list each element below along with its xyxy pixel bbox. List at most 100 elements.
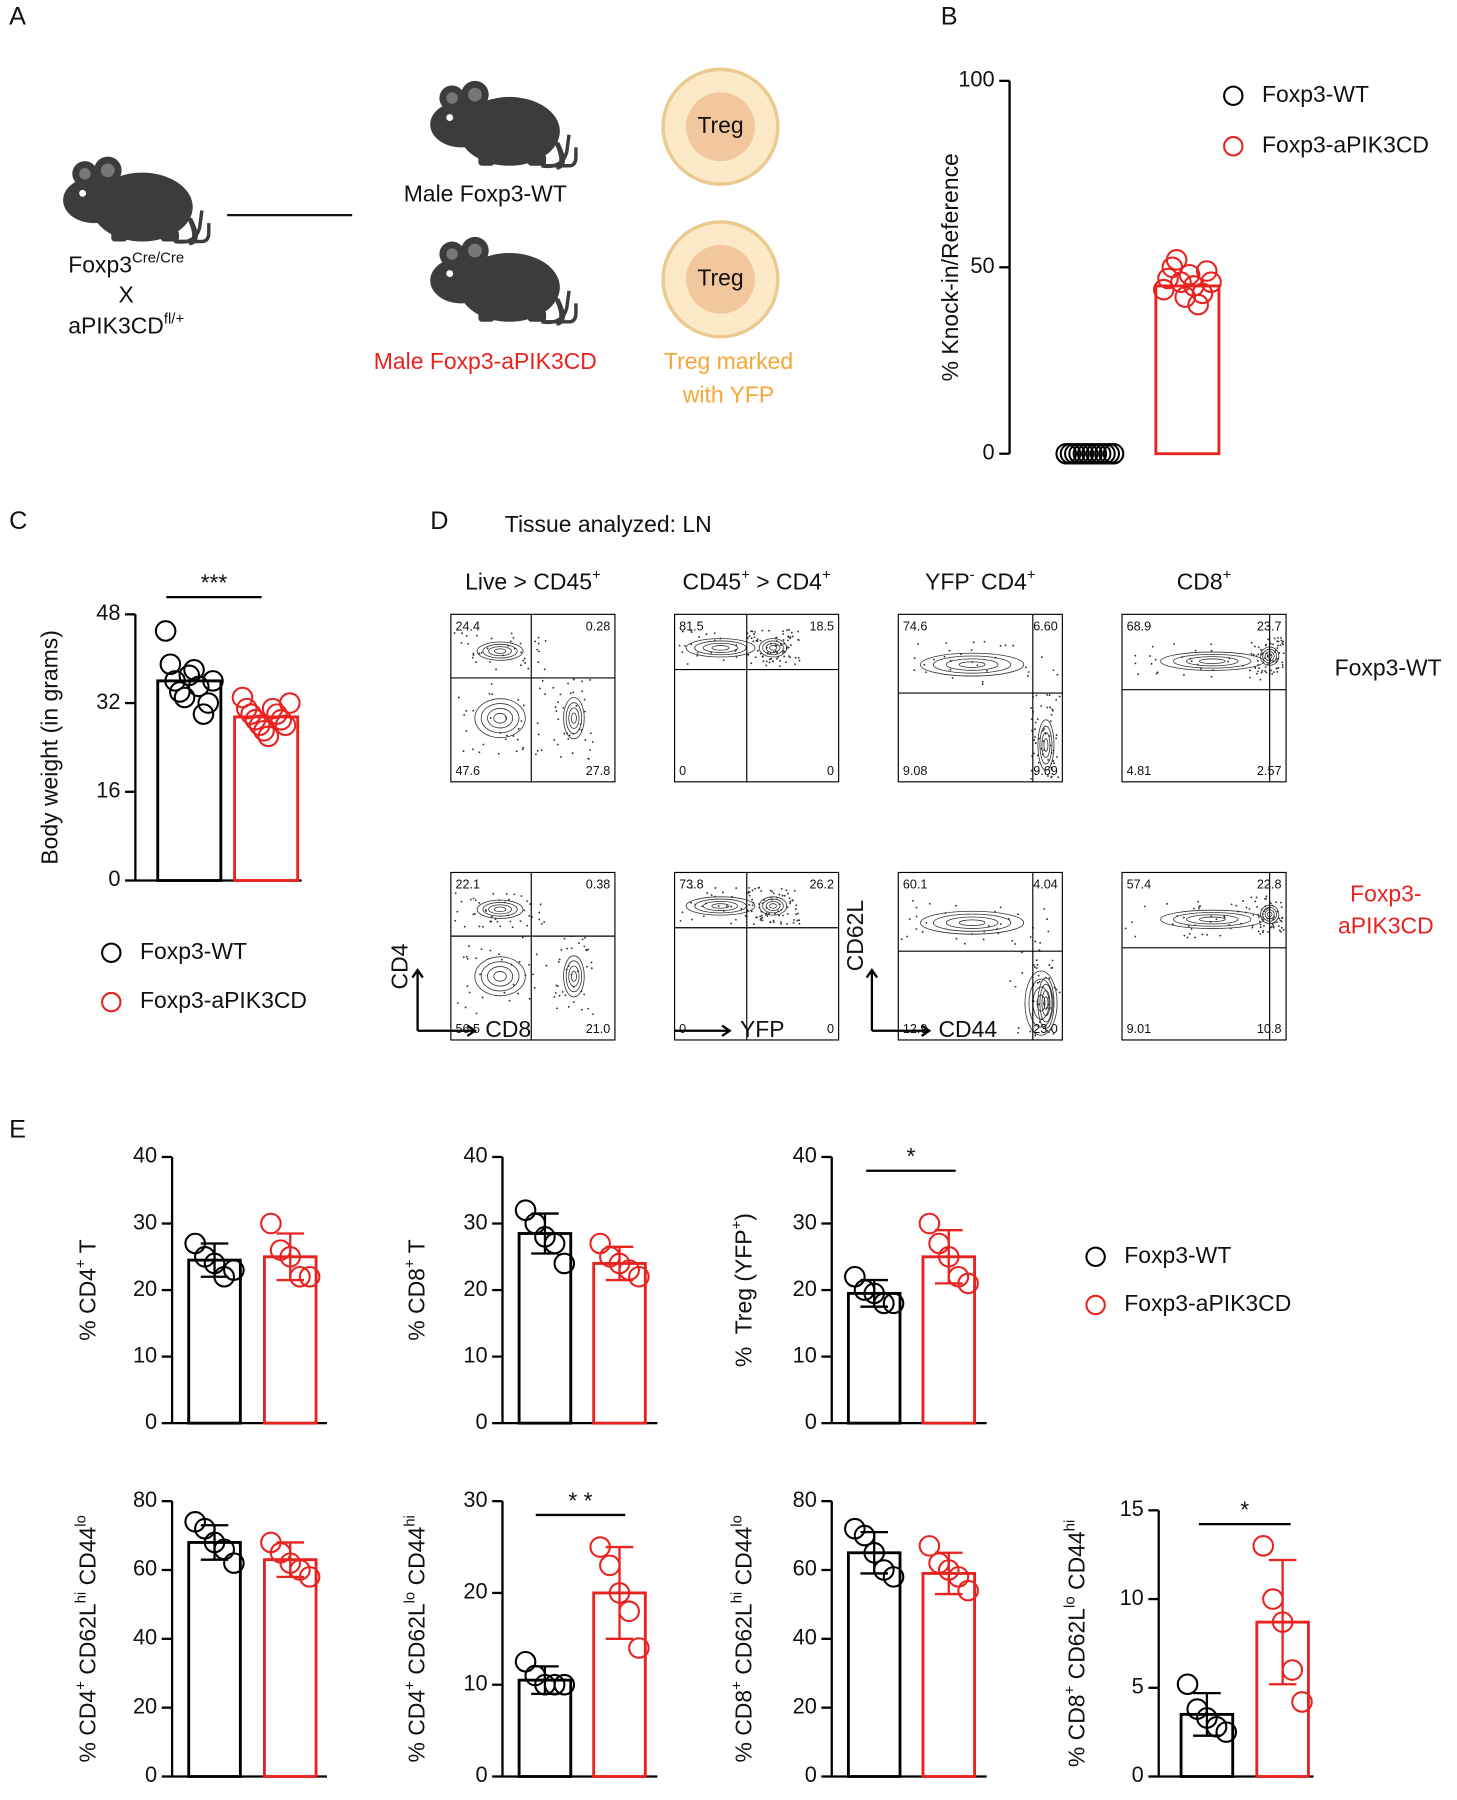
event-dot xyxy=(1052,709,1054,712)
event-dot xyxy=(499,925,502,928)
contour xyxy=(563,955,585,998)
event-dot xyxy=(794,908,797,911)
event-dot xyxy=(497,752,500,755)
event-dot xyxy=(556,1007,559,1010)
flow-plot xyxy=(674,871,840,1041)
event-dot xyxy=(481,996,484,999)
event-dot xyxy=(756,916,758,919)
text-part: - xyxy=(970,567,975,583)
event-dot xyxy=(923,663,926,666)
data-point xyxy=(543,1673,566,1696)
quadrant-value: 27.8 xyxy=(586,764,611,778)
event-dot xyxy=(1250,896,1253,899)
quadrant-value: 0 xyxy=(679,1022,686,1036)
event-dot xyxy=(787,635,790,638)
contour xyxy=(958,661,986,668)
y-tick-label: 0 xyxy=(983,439,995,464)
contour xyxy=(1039,725,1053,765)
event-dot xyxy=(1230,903,1233,906)
event-dot xyxy=(528,997,531,1000)
event-dot xyxy=(1190,660,1193,663)
event-dot xyxy=(778,893,781,896)
event-dot xyxy=(538,911,541,914)
event-dot xyxy=(528,915,531,917)
event-dot xyxy=(756,649,759,652)
row-label: Foxp3-WT xyxy=(1335,654,1442,680)
legend-label: Foxp3-aPIK3CD xyxy=(140,987,307,1013)
event-dot xyxy=(795,913,797,916)
data-point xyxy=(882,1566,905,1588)
event-dot xyxy=(1148,655,1151,657)
event-dot xyxy=(490,920,493,923)
event-dot xyxy=(523,909,526,912)
event-dot xyxy=(479,973,481,976)
event-dot xyxy=(583,993,586,996)
y-tick-label: 100 xyxy=(958,67,994,92)
mouse-icon xyxy=(428,79,578,170)
event-dot xyxy=(771,890,774,893)
event-dot xyxy=(472,654,475,656)
event-dot xyxy=(1257,646,1260,649)
event-dot xyxy=(591,740,594,743)
data-point xyxy=(918,1212,941,1235)
text-part: + xyxy=(1223,567,1232,583)
y-axis-label: Body weight (in grams) xyxy=(37,630,63,865)
event-dot xyxy=(1038,1003,1040,1006)
bar xyxy=(517,1678,573,1778)
event-dot xyxy=(558,958,561,961)
offspring-label: Male Foxp3-WT xyxy=(404,181,567,207)
event-dot xyxy=(1046,706,1049,709)
event-dot xyxy=(1210,675,1213,678)
event-dot xyxy=(794,656,797,659)
text-part: % Knock-in/Reference xyxy=(937,153,963,381)
event-dot xyxy=(1166,902,1168,905)
contour xyxy=(769,645,777,651)
event-dot xyxy=(510,632,513,635)
cell-label: Treg xyxy=(697,112,743,138)
event-dot xyxy=(1270,669,1272,672)
event-dot xyxy=(1131,921,1133,924)
event-dot xyxy=(584,936,586,939)
event-dot xyxy=(1056,673,1059,676)
text-part: + xyxy=(592,567,601,583)
event-dot xyxy=(513,893,516,896)
event-dot xyxy=(714,887,717,889)
y-tick-label: 40 xyxy=(133,1143,157,1168)
parent-genotype: Foxp3Cre/Cre xyxy=(68,251,184,278)
event-dot xyxy=(721,891,724,894)
event-dot xyxy=(1050,967,1053,969)
event-dot xyxy=(690,643,693,646)
data-point xyxy=(1262,1588,1284,1610)
contour xyxy=(493,971,507,982)
event-dot xyxy=(1040,705,1043,707)
event-dot xyxy=(476,634,478,637)
event-dot xyxy=(569,692,572,695)
event-dot xyxy=(556,985,559,987)
contour xyxy=(1037,977,1055,1029)
data-point xyxy=(882,1292,905,1315)
text-part: % CD4 xyxy=(75,1268,101,1341)
contour xyxy=(758,896,788,916)
y-tick-label: 0 xyxy=(145,1409,157,1434)
panel-label: C xyxy=(9,507,27,535)
contour xyxy=(711,903,730,909)
event-dot xyxy=(1055,737,1058,740)
quadrant-value: 4.81 xyxy=(1127,764,1152,778)
event-dot xyxy=(759,915,762,918)
arrow-head xyxy=(411,967,424,979)
contour xyxy=(568,707,580,729)
event-dot xyxy=(520,895,523,897)
event-dot xyxy=(1027,675,1029,677)
event-dot xyxy=(954,904,957,907)
event-dot xyxy=(681,651,684,654)
event-dot xyxy=(517,992,519,995)
event-dot xyxy=(478,925,481,928)
contour xyxy=(685,896,756,916)
event-dot xyxy=(1282,643,1284,646)
event-dot xyxy=(786,629,789,631)
axis-label: CD8 xyxy=(485,1016,531,1042)
event-dot xyxy=(1037,974,1040,977)
event-dot xyxy=(519,642,522,645)
mouse-icon xyxy=(428,235,578,326)
event-dot xyxy=(1250,641,1253,644)
